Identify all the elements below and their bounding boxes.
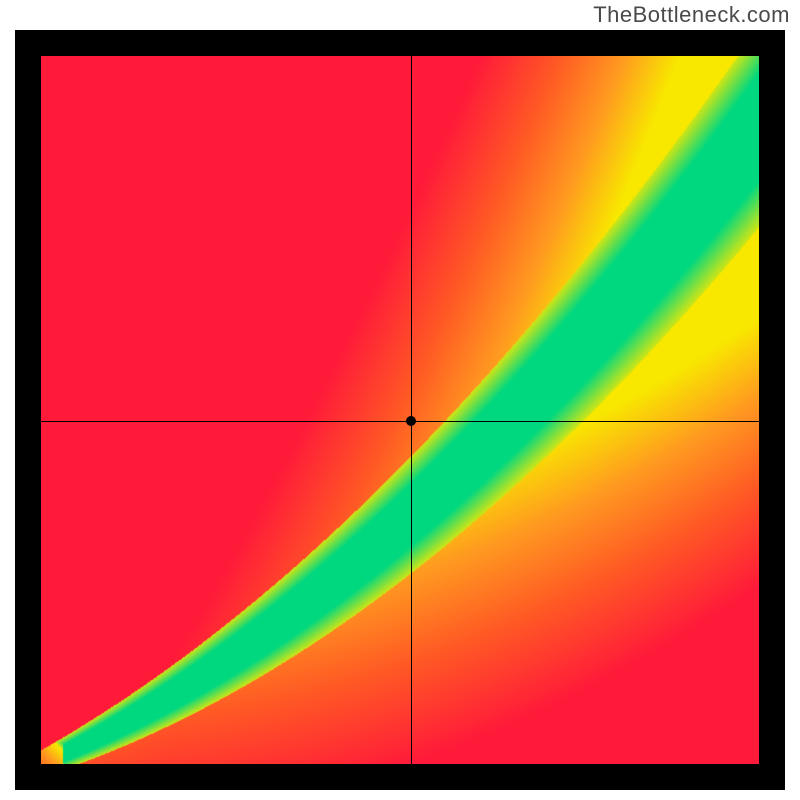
heatmap-canvas	[41, 56, 759, 764]
crosshair-marker-dot	[406, 416, 416, 426]
crosshair-vertical-line	[411, 56, 412, 764]
crosshair-horizontal-line	[41, 421, 759, 422]
watermark-text: TheBottleneck.com	[593, 2, 790, 28]
chart-plot-area	[41, 56, 759, 764]
chart-outer-frame	[15, 30, 785, 790]
